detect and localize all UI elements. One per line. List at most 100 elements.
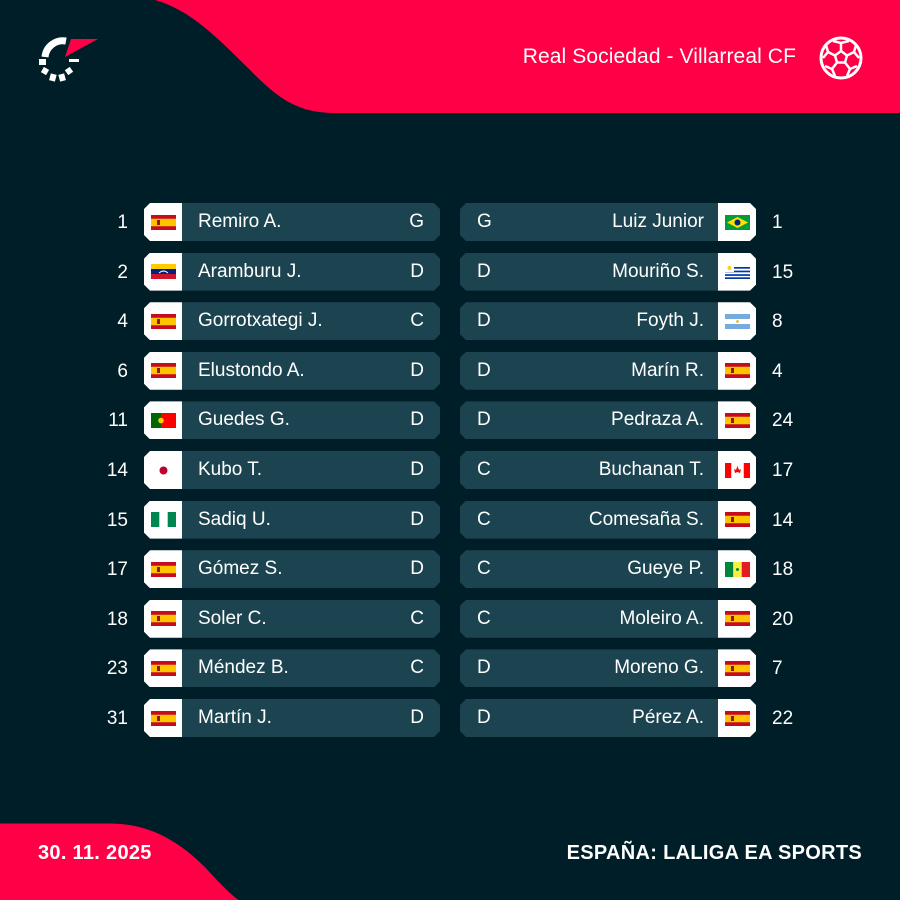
- player-name: Aramburu J.: [198, 260, 302, 282]
- player-row[interactable]: 4 D Marín R.: [460, 352, 783, 390]
- player-row[interactable]: 2 Aramburu J. D: [117, 253, 440, 291]
- player-bar: Elustondo A. D: [182, 352, 440, 390]
- player-bar: D Mouriño S.: [460, 253, 718, 291]
- player-row[interactable]: 1 Remiro A. G: [117, 203, 440, 241]
- player-bar: D Pérez A.: [460, 699, 718, 737]
- brazil-flag-icon: [718, 203, 756, 241]
- player-position: G: [409, 211, 424, 232]
- player-bar: D Marín R.: [460, 352, 718, 390]
- spain-flag-icon: [144, 352, 182, 390]
- player-name: Pérez A.: [632, 707, 704, 728]
- player-name: Foyth J.: [636, 310, 704, 332]
- spain-flag-icon: [144, 302, 182, 340]
- player-position: C: [477, 558, 491, 580]
- player-position: D: [410, 508, 424, 530]
- senegal-flag-icon: [718, 550, 756, 588]
- player-box: Méndez B. C: [144, 649, 440, 687]
- player-name: Pedraza A.: [611, 409, 704, 431]
- player-position: D: [410, 558, 424, 580]
- player-position: G: [477, 211, 492, 232]
- player-row[interactable]: 18 Soler C. C: [107, 600, 440, 638]
- player-bar: Gorrotxategi J. C: [182, 302, 440, 340]
- player-bar: Kubo T. D: [182, 451, 440, 489]
- player-row[interactable]: 11 Guedes G. D: [108, 401, 440, 439]
- player-position: D: [410, 359, 424, 381]
- player-row[interactable]: 17 Gómez S. D: [107, 550, 440, 588]
- shirt-number: 7: [772, 658, 783, 680]
- player-bar: C Buchanan T.: [460, 451, 718, 489]
- player-box: D Mouriño S.: [460, 253, 756, 291]
- player-row[interactable]: 24 D Pedraza A.: [460, 401, 793, 439]
- player-position: C: [477, 508, 491, 530]
- footer-banner: [0, 823, 239, 900]
- player-row[interactable]: 4 Gorrotxategi J. C: [117, 302, 440, 340]
- shirt-number: 8: [772, 311, 783, 333]
- shirt-number: 6: [117, 360, 128, 382]
- player-box: D Marín R.: [460, 352, 756, 390]
- player-position: C: [477, 607, 491, 629]
- player-position: D: [477, 707, 491, 728]
- nigeria-flag-icon: [144, 501, 182, 539]
- player-row[interactable]: 22 D Pérez A.: [460, 699, 793, 737]
- shirt-number: 2: [117, 261, 128, 283]
- player-position: C: [477, 459, 491, 480]
- player-row[interactable]: 15 D Mouriño S.: [460, 253, 793, 291]
- argentina-flag-icon: [718, 302, 756, 340]
- player-bar: Martín J. D: [182, 699, 440, 737]
- player-row[interactable]: 18 C Gueye P.: [460, 550, 793, 588]
- player-name: Marín R.: [631, 359, 704, 381]
- player-row[interactable]: 20 C Moleiro A.: [460, 600, 793, 638]
- player-position: D: [477, 409, 491, 431]
- player-row[interactable]: 15 Sadiq U. D: [107, 501, 440, 539]
- player-row[interactable]: 7 D Moreno G.: [460, 649, 783, 687]
- player-bar: Guedes G. D: [182, 401, 440, 439]
- spain-flag-icon: [144, 203, 182, 241]
- player-bar: C Comesaña S.: [460, 501, 718, 539]
- shirt-number: 22: [772, 708, 794, 729]
- player-row[interactable]: 1 G Luiz Junior: [460, 203, 783, 241]
- player-box: Gómez S. D: [144, 550, 440, 588]
- player-box: Soler C. C: [144, 600, 440, 638]
- player-row[interactable]: 17 C Buchanan T.: [460, 451, 793, 489]
- spain-flag-icon: [718, 501, 756, 539]
- player-box: C Buchanan T.: [460, 451, 756, 489]
- player-bar: Aramburu J. D: [182, 253, 440, 291]
- spain-flag-icon: [144, 649, 182, 687]
- player-row[interactable]: 6 Elustondo A. D: [117, 352, 440, 390]
- player-row[interactable]: 31 Martín J. D: [107, 699, 440, 737]
- player-row[interactable]: 23 Méndez B. C: [107, 649, 440, 687]
- player-row[interactable]: 14 Kubo T. D: [107, 451, 440, 489]
- shirt-number: 31: [106, 708, 128, 729]
- player-bar: Sadiq U. D: [182, 501, 440, 539]
- player-position: C: [410, 657, 424, 679]
- soccer-ball-icon: [819, 36, 863, 80]
- header-banner: [155, 0, 900, 113]
- shirt-number: 14: [772, 509, 794, 531]
- player-name: Luiz Junior: [612, 211, 704, 232]
- player-name: Soler C.: [198, 607, 267, 629]
- shirt-number: 18: [772, 559, 794, 581]
- player-bar: G Luiz Junior: [460, 203, 718, 241]
- shirt-number: 4: [772, 360, 783, 382]
- player-box: Gorrotxategi J. C: [144, 302, 440, 340]
- player-bar: Méndez B. C: [182, 649, 440, 687]
- player-box: Martín J. D: [144, 699, 440, 737]
- player-box: Kubo T. D: [144, 451, 440, 489]
- player-box: C Gueye P.: [460, 550, 756, 588]
- player-bar: Remiro A. G: [182, 203, 440, 241]
- venezuela-flag-icon: [144, 253, 182, 291]
- player-row[interactable]: 14 C Comesaña S.: [460, 501, 793, 539]
- player-bar: Gómez S. D: [182, 550, 440, 588]
- match-date: 30. 11. 2025: [38, 842, 152, 864]
- player-name: Gómez S.: [198, 558, 283, 580]
- player-position: D: [477, 359, 491, 381]
- player-row[interactable]: 8 D Foyth J.: [460, 302, 783, 340]
- player-bar: D Pedraza A.: [460, 401, 718, 439]
- shirt-number: 17: [106, 559, 128, 581]
- shirt-number: 18: [106, 608, 128, 630]
- shirt-number: 17: [772, 460, 794, 481]
- shirt-number: 15: [106, 509, 128, 531]
- flashscore-logo-icon: [39, 37, 98, 82]
- shirt-number: 15: [772, 261, 794, 283]
- player-box: C Comesaña S.: [460, 501, 756, 539]
